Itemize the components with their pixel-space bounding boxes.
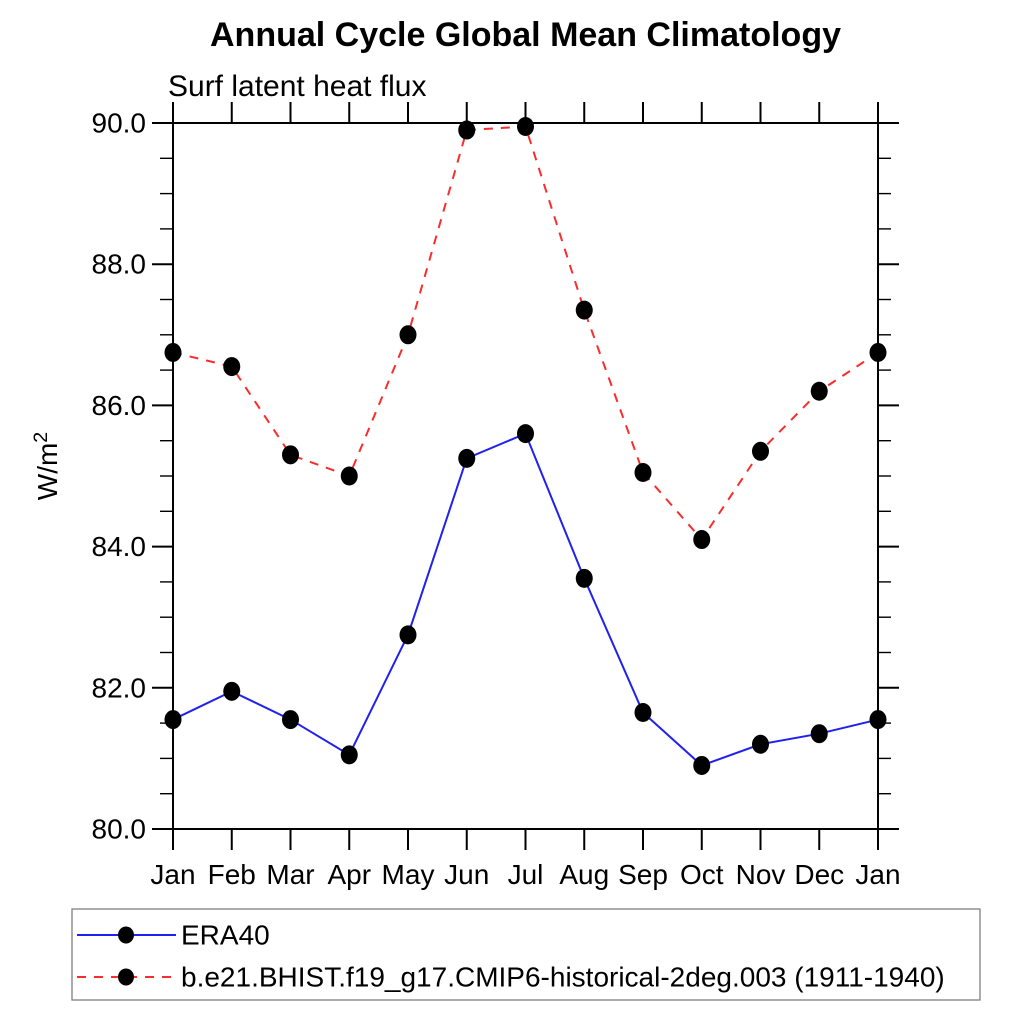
legend-label-1: b.e21.BHIST.f19_g17.CMIP6-historical-2de…	[181, 962, 945, 993]
data-point-marker	[517, 117, 534, 137]
data-point-marker	[869, 342, 887, 362]
y-tick-label: 82.0	[92, 672, 147, 703]
data-point-marker	[282, 710, 299, 730]
data-point-marker	[752, 441, 769, 461]
data-point-marker	[399, 625, 417, 645]
x-tick-label: Mar	[266, 859, 314, 890]
y-tick-label: 86.0	[92, 390, 147, 421]
data-point-marker	[517, 424, 534, 444]
data-point-marker	[634, 462, 652, 482]
legend-marker-1	[118, 968, 134, 986]
x-tick-label: Sep	[618, 859, 668, 890]
x-tick-label: Feb	[208, 859, 256, 890]
data-point-marker	[810, 724, 828, 744]
x-tick-label: Jun	[444, 859, 489, 890]
x-tick-label: May	[382, 859, 435, 890]
x-tick-label: Jul	[508, 859, 544, 890]
data-point-marker	[693, 530, 711, 550]
x-tick-label: Nov	[736, 859, 786, 890]
data-point-marker	[810, 381, 828, 401]
y-tick-label: 90.0	[92, 108, 147, 139]
legend-label-0: ERA40	[181, 920, 270, 951]
chart-subtitle: Surf latent heat flux	[168, 70, 427, 103]
data-point-marker	[164, 342, 182, 362]
x-tick-label: Jan	[150, 859, 195, 890]
data-point-marker	[340, 745, 358, 765]
y-tick-label: 88.0	[92, 249, 147, 280]
data-point-marker	[340, 466, 358, 486]
data-point-marker	[869, 710, 887, 730]
x-tick-label: Jan	[855, 859, 900, 890]
data-point-marker	[164, 710, 182, 730]
data-point-marker	[223, 681, 241, 701]
x-tick-label: Aug	[559, 859, 609, 890]
y-tick-label: 80.0	[92, 814, 147, 845]
data-point-marker	[693, 755, 711, 775]
chart-title: Annual Cycle Global Mean Climatology	[210, 16, 841, 54]
x-tick-label: Oct	[680, 859, 724, 890]
series-line-0	[172, 432, 879, 767]
series-line-1	[172, 125, 879, 542]
legend-marker-0	[118, 926, 134, 944]
data-point-marker	[458, 120, 476, 140]
data-point-marker	[223, 357, 241, 377]
data-point-marker	[282, 445, 299, 465]
y-tick-label: 84.0	[92, 531, 147, 562]
x-tick-label: Dec	[794, 859, 844, 890]
data-point-marker	[399, 325, 417, 345]
x-tick-label: Apr	[327, 859, 371, 890]
data-point-marker	[575, 568, 593, 588]
data-point-marker	[752, 734, 769, 754]
legend-box	[71, 908, 981, 1001]
data-point-marker	[634, 703, 652, 723]
data-point-marker	[575, 300, 593, 320]
plot-frame	[172, 122, 879, 830]
data-point-marker	[458, 448, 476, 468]
y-axis-title: W/m2	[30, 432, 63, 500]
